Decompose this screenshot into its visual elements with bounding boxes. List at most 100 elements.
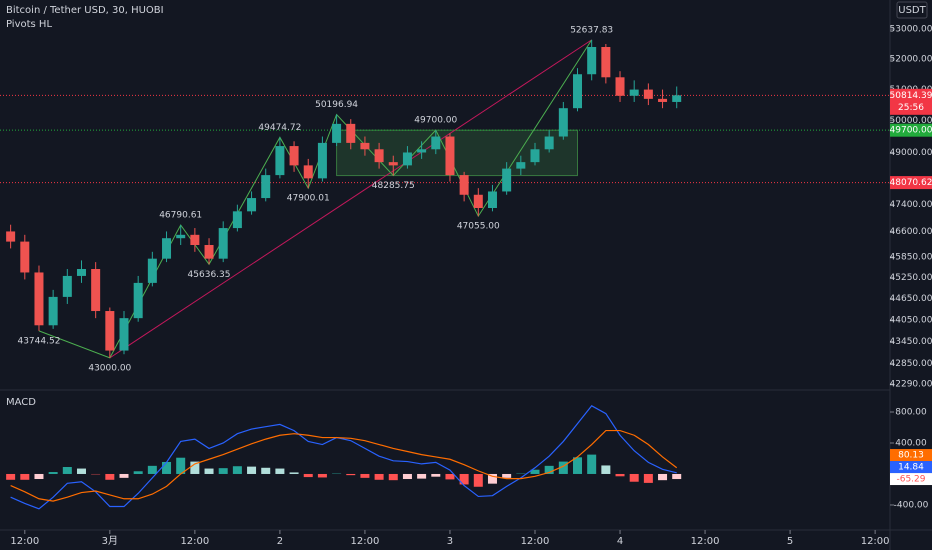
macd-histogram-bar bbox=[473, 473, 483, 487]
macd-value-label: 80.13 bbox=[898, 451, 924, 461]
macd-value-label: 14.84 bbox=[898, 463, 924, 473]
macd-histogram-bar bbox=[34, 473, 44, 480]
candle-body bbox=[6, 231, 16, 242]
macd-histogram-bar bbox=[20, 473, 30, 480]
macd-histogram-bar bbox=[133, 471, 143, 474]
candle-body bbox=[34, 272, 44, 326]
candle-body bbox=[204, 244, 214, 259]
macd-histogram-bar bbox=[303, 473, 313, 478]
x-tick-label: 5 bbox=[787, 536, 793, 547]
macd-histogram-bar bbox=[502, 473, 512, 478]
macd-histogram-bar bbox=[105, 473, 115, 480]
chart-title: Bitcoin / Tether USD, 30, HUOBI bbox=[6, 5, 164, 16]
candle-body bbox=[261, 175, 271, 199]
candle-body bbox=[232, 211, 242, 229]
macd-title: MACD bbox=[6, 397, 36, 408]
candle-body bbox=[388, 162, 398, 166]
candle-body bbox=[431, 136, 441, 150]
macd-value-label-bg bbox=[890, 449, 932, 462]
macd-histogram-bar bbox=[190, 461, 200, 474]
macd-histogram-bar bbox=[76, 468, 86, 474]
candle-body bbox=[105, 311, 115, 351]
price-label: 49700.00 bbox=[890, 126, 932, 136]
macd-histogram-bar bbox=[587, 454, 597, 474]
macd-histogram-bar bbox=[530, 469, 540, 474]
macd-histogram-bar bbox=[218, 468, 228, 474]
y-tick-label: 47400.00 bbox=[890, 200, 932, 210]
macd-histogram-bar bbox=[388, 473, 398, 481]
macd-histogram-bar bbox=[247, 466, 257, 474]
candle-body bbox=[275, 146, 285, 176]
x-tick-label: 12:00 bbox=[180, 536, 209, 547]
price-label-bg bbox=[890, 123, 932, 137]
candle-body bbox=[247, 198, 257, 212]
macd-y-tick-label: 400.00 bbox=[895, 438, 927, 448]
macd-histogram-bar bbox=[431, 473, 441, 477]
macd-histogram-bar bbox=[360, 473, 370, 478]
y-tick-label: 44050.00 bbox=[890, 315, 932, 325]
candle-body bbox=[190, 234, 200, 245]
price-label-bg bbox=[890, 176, 932, 190]
candle-body bbox=[374, 149, 384, 163]
candle-body bbox=[643, 89, 653, 99]
macd-histogram-bar bbox=[176, 457, 186, 474]
x-tick-label: 3月 bbox=[102, 535, 118, 547]
currency-box[interactable] bbox=[896, 1, 928, 19]
candle-body bbox=[218, 228, 228, 259]
y-tick-label: 49000.00 bbox=[890, 148, 932, 158]
macd-histogram-bar bbox=[672, 473, 682, 480]
macd-histogram-bar bbox=[445, 473, 455, 480]
macd-histogram-bar bbox=[289, 472, 299, 474]
pivot-label: 50196.94 bbox=[315, 100, 358, 110]
candle-body bbox=[672, 95, 682, 102]
candle-body bbox=[162, 238, 172, 259]
candle-body bbox=[629, 89, 639, 96]
pivot-label: 48285.75 bbox=[372, 181, 415, 191]
candle-body bbox=[459, 175, 469, 195]
macd-histogram-bar bbox=[487, 473, 497, 484]
candle-body bbox=[303, 165, 313, 179]
macd-value-label-bg bbox=[890, 461, 932, 474]
x-tick-label: 4 bbox=[617, 536, 623, 547]
currency[interactable]: USDT bbox=[898, 5, 926, 16]
y-tick-label: 43450.00 bbox=[890, 337, 932, 347]
candle-body bbox=[615, 77, 625, 96]
macd-histogram-bar bbox=[275, 468, 285, 474]
macd-histogram-bar bbox=[402, 473, 412, 480]
macd-value-label-bg bbox=[890, 473, 932, 486]
x-tick-label: 3 bbox=[447, 536, 453, 547]
candle-body bbox=[573, 74, 583, 109]
macd-histogram-bar bbox=[346, 473, 356, 476]
x-tick-label: 12:00 bbox=[10, 536, 39, 547]
y-tick-label: 53000.00 bbox=[890, 25, 932, 35]
macd-histogram-bar bbox=[6, 473, 16, 480]
candle-body bbox=[133, 282, 143, 319]
y-tick-label: 45250.00 bbox=[890, 273, 932, 283]
x-tick-label: 12:00 bbox=[861, 536, 890, 547]
candle-body bbox=[91, 269, 101, 312]
candle-body bbox=[119, 318, 129, 351]
pivot-label: 46790.61 bbox=[159, 211, 202, 221]
candle-body bbox=[48, 296, 58, 326]
candle-body bbox=[516, 162, 526, 169]
pivot-label: 43744.52 bbox=[17, 336, 60, 346]
candle-body bbox=[346, 123, 356, 143]
x-tick-label: 12:00 bbox=[691, 536, 720, 547]
macd-histogram-bar bbox=[658, 473, 668, 481]
macd-histogram-bar bbox=[162, 461, 172, 474]
price-label-bg bbox=[890, 88, 932, 115]
candle-body bbox=[317, 142, 327, 179]
y-tick-label: 42850.00 bbox=[890, 359, 932, 369]
candle-body bbox=[62, 275, 72, 297]
macd-histogram-bar bbox=[204, 468, 214, 474]
macd-histogram-bar bbox=[261, 467, 271, 474]
x-tick-label: 12:00 bbox=[351, 536, 380, 547]
macd-histogram-bar bbox=[317, 473, 327, 478]
candle-body bbox=[473, 194, 483, 209]
macd-histogram-bar bbox=[558, 461, 568, 474]
candle-body bbox=[601, 47, 611, 78]
candle-body bbox=[147, 258, 157, 283]
x-tick-label: 2 bbox=[277, 536, 283, 547]
